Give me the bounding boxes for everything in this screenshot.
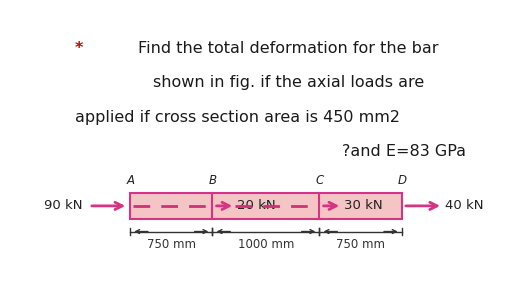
Text: D: D: [397, 174, 406, 187]
Text: 40 kN: 40 kN: [445, 200, 484, 213]
Bar: [130, 193, 402, 219]
Text: C: C: [315, 174, 323, 187]
Text: B: B: [209, 174, 217, 187]
Text: 30 kN: 30 kN: [344, 200, 383, 213]
Text: shown in fig. if the axial loads are: shown in fig. if the axial loads are: [153, 75, 424, 90]
Text: *: *: [74, 41, 83, 56]
Text: Find the total deformation for the bar: Find the total deformation for the bar: [139, 41, 439, 56]
Text: applied if cross section area is 450 mm2: applied if cross section area is 450 mm2: [74, 110, 400, 125]
Text: A: A: [126, 174, 134, 187]
Text: 20 kN: 20 kN: [237, 200, 276, 213]
Text: ?and E=83 GPa: ?and E=83 GPa: [341, 144, 466, 159]
Text: 750 mm: 750 mm: [336, 238, 385, 251]
Text: 1000 mm: 1000 mm: [238, 238, 294, 251]
Text: 750 mm: 750 mm: [147, 238, 196, 251]
Text: 90 kN: 90 kN: [44, 200, 83, 213]
